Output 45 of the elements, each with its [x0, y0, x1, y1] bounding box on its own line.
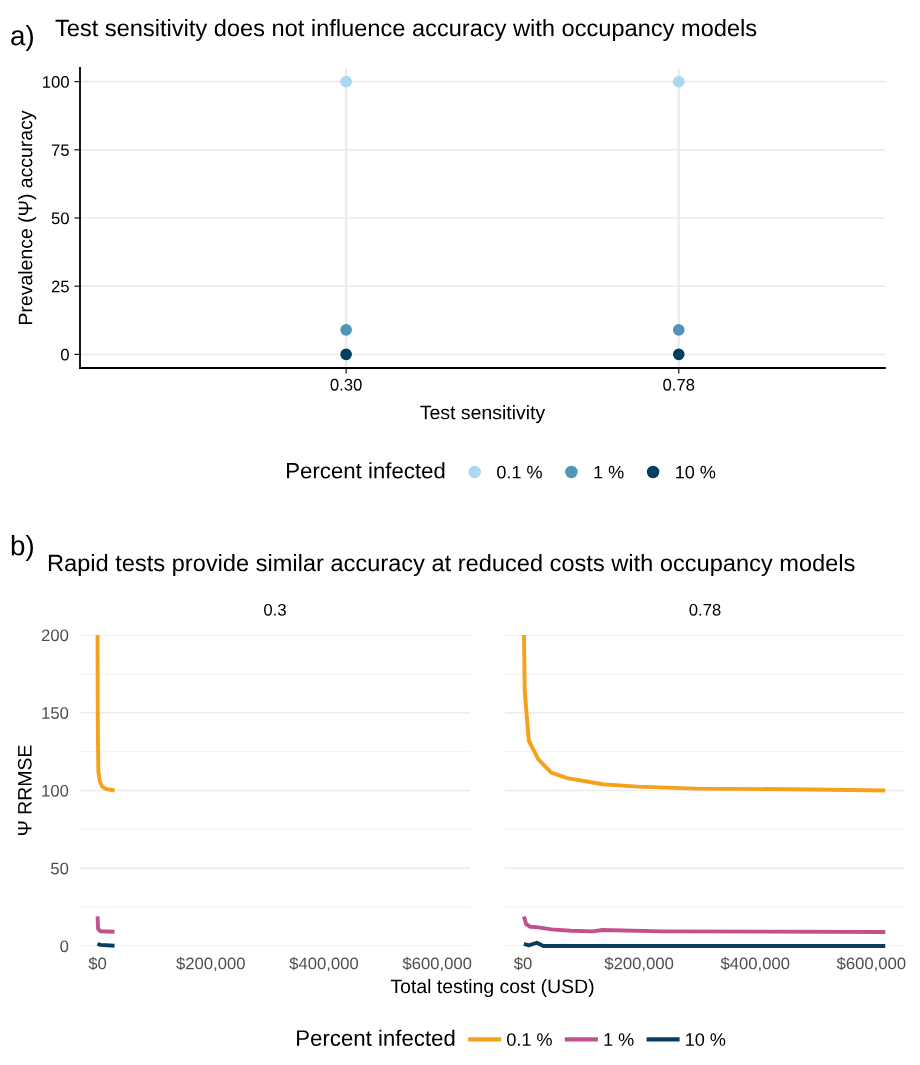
line-series — [95, 914, 117, 934]
y-axis-title: Prevalence (Ψ) accuracy — [18, 110, 37, 324]
y-tick-label: 100 — [42, 784, 69, 797]
chart-title: Test sensitivity does not influence accuracy with occupancy models — [55, 19, 757, 42]
x-axis-title: Total testing cost (USD) — [390, 978, 594, 998]
x-tick-label: $0 — [513, 956, 532, 971]
point — [672, 323, 685, 336]
legend-label: 0.1 % — [497, 465, 542, 479]
y-tick-label: 50 — [51, 862, 69, 875]
legend-label: 1 % — [594, 465, 624, 479]
legend-label: 10 % — [676, 465, 716, 479]
x-tick-label: $200,000 — [604, 956, 674, 972]
y-tick-label: 0 — [60, 940, 69, 953]
x-tick-label: $0 — [88, 956, 107, 971]
text: a) — [11, 25, 33, 51]
y-tick-label: 0 — [60, 348, 69, 361]
chart-subtitle: 0.78 — [689, 603, 721, 616]
y-tick-label: 75 — [51, 144, 69, 157]
text: b) — [11, 535, 33, 561]
x-tick-label: $200,000 — [176, 956, 245, 972]
legend-title: Percent infected — [297, 1029, 455, 1046]
line-series — [95, 633, 117, 793]
point — [340, 348, 352, 361]
point — [672, 75, 685, 88]
x-tick-label: $600,000 — [836, 956, 906, 972]
x-tick-label: 0.30 — [330, 378, 362, 391]
y-tick-label: 50 — [51, 212, 69, 225]
y-tick-label: 100 — [43, 76, 69, 88]
x-tick-label: $400,000 — [720, 956, 790, 972]
y-tick-label: 200 — [41, 629, 69, 642]
point — [340, 75, 352, 88]
legend-label: 0.1 % — [507, 1033, 552, 1046]
y-tick-label: 150 — [42, 707, 69, 719]
legend-label: 1 % — [604, 1033, 634, 1046]
y-tick-label: 25 — [51, 280, 69, 293]
chart-title: Rapid tests provide similar accuracy at reduced costs with occupancy models — [48, 553, 855, 577]
x-tick-label: $600,000 — [402, 956, 472, 972]
legend-label: 10 % — [686, 1033, 726, 1046]
chart-subtitle: 0.3 — [264, 603, 286, 616]
y-axis-title: Ψ RRMSE — [17, 745, 32, 836]
point — [672, 348, 685, 361]
x-axis-title: Test sensitivity — [420, 405, 546, 424]
legend-title: Percent infected — [287, 462, 445, 479]
point — [340, 323, 352, 336]
x-tick-label: $400,000 — [289, 956, 359, 972]
